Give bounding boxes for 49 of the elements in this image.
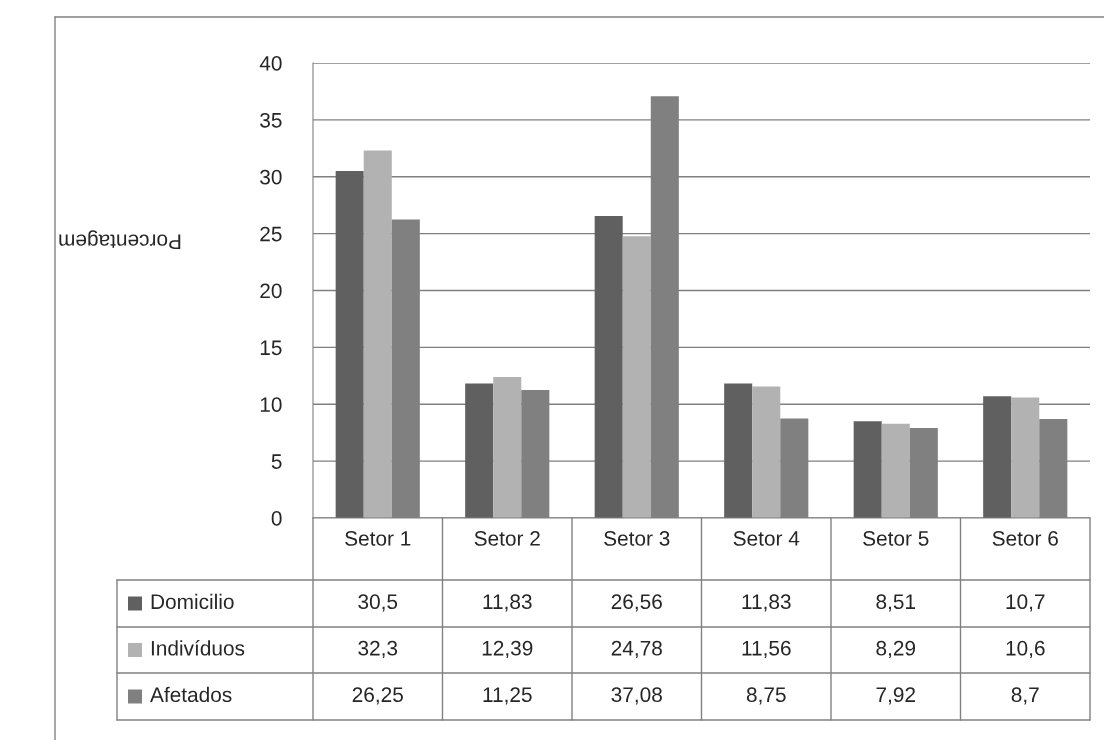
bar [493,377,522,518]
y-tick-label: 5 [271,454,282,469]
data-label: 11,83 [483,594,532,612]
y-tick-label: 15 [260,340,282,356]
data-label: 30,5 [358,594,398,612]
bar [1011,397,1040,518]
y-axis-title: Porcentagem [59,230,181,249]
x-tick-label: Setor 4 [733,531,800,546]
data-label: 8,75 [746,687,786,705]
bar [363,150,392,518]
y-tick-label: 25 [260,226,282,242]
bar [752,386,781,518]
bar [724,383,753,518]
x-tick-label: Setor 3 [604,531,670,546]
data-label: 11,25 [483,687,532,705]
data-label: 24,78 [611,640,662,659]
data-label: 8,7 [1011,687,1039,705]
data-label: 11,83 [742,594,791,612]
data-label: 26,56 [611,594,662,612]
x-tick-label: Setor 1 [345,531,411,546]
data-label: 10,7 [1006,594,1045,612]
bar [335,171,364,518]
y-tick-label: 40 [259,56,282,71]
y-tick-label: 30 [260,169,282,185]
data-label: 26,25 [352,687,403,705]
bar [594,215,623,518]
bar [622,236,651,518]
data-label: 11,56 [742,640,791,659]
x-tick-label: Setor 5 [863,531,929,546]
bar [465,383,494,518]
data-label: 8,51 [876,594,916,612]
data-label: 8,29 [876,640,916,659]
data-label: 12,39 [482,640,533,659]
y-tick-label: 35 [260,112,282,128]
x-tick-label: Setor 6 [992,531,1058,546]
data-label: 10,6 [1006,640,1045,659]
bar [853,421,882,518]
y-tick-label: 0 [271,511,282,526]
y-tick-label: 10 [260,397,282,412]
bar [983,396,1012,518]
x-tick-label: Setor 2 [474,531,540,546]
bar [881,423,910,518]
data-label: 7,92 [876,687,915,705]
legend-label: Domicilio [151,593,234,610]
data-label: 32,3 [358,640,398,659]
legend-label: Afetados [150,686,232,703]
y-tick-label: 20 [260,283,282,299]
data-label: 37,08 [611,687,662,705]
legend-label: Indivíduos [151,640,245,656]
